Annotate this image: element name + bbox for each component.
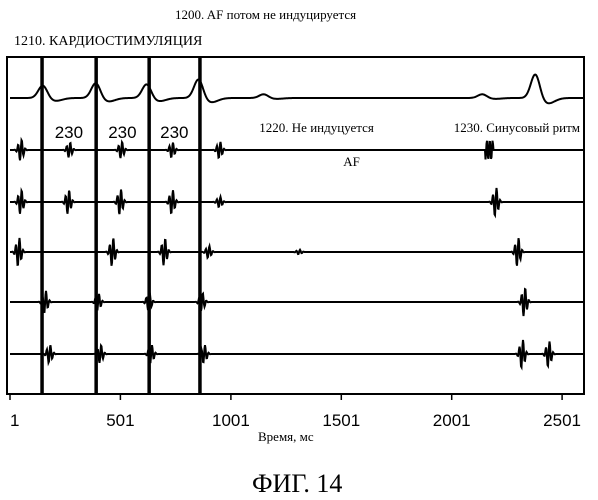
pacing-interval-label: 230 — [55, 123, 83, 142]
pacing-mark-1 — [40, 57, 44, 394]
annotation-label: 1220. Не индуцуется — [259, 120, 374, 135]
annotation-label: AF — [343, 154, 360, 169]
annotation-label: 1230. Синусовый ритм — [454, 120, 580, 135]
pacing-interval-label: 230 — [160, 123, 188, 142]
x-axis: 15011001150120012501 — [10, 394, 581, 430]
x-tick-label: 1001 — [212, 411, 250, 430]
x-tick-label: 2501 — [543, 411, 581, 430]
labels-group: 230 230 230 1220. Не индуцуется AF 1230. Сину… — [55, 120, 580, 169]
x-tick-label: 2001 — [433, 411, 471, 430]
pacing-interval-label: 230 — [108, 123, 136, 142]
pacing-marks-group — [40, 57, 201, 394]
plot-frame — [7, 57, 584, 394]
x-tick-label: 1 — [10, 411, 19, 430]
chart-title: 1200. AF потом не индуцируется — [175, 7, 356, 22]
x-tick-label: 1501 — [322, 411, 360, 430]
pacing-mark-4 — [198, 57, 202, 394]
x-tick-label: 501 — [106, 411, 134, 430]
chart-subtitle: 1210. КАРДИОСТИМУЛЯЦИЯ — [14, 34, 202, 49]
pacing-mark-3 — [147, 57, 151, 394]
x-axis-label: Время, мс — [258, 429, 314, 444]
pacing-mark-2 — [94, 57, 98, 394]
figure-label: ФИГ. 14 — [252, 469, 342, 498]
